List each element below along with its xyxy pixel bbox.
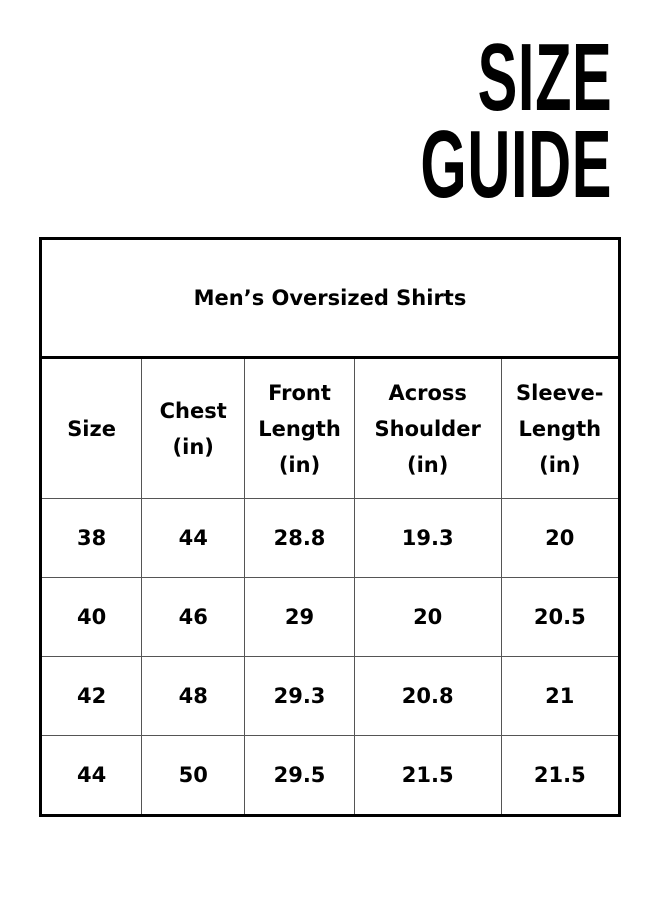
table-row: 44 50 29.5 21.5 21.5 [39,735,621,816]
title-guide: GUIDE [420,111,612,218]
table-cell: 20.8 [353,656,502,736]
table-cell: 20 [500,498,621,578]
table-cell: 42 [39,656,143,736]
table-cell: 50 [141,735,246,816]
table-cell: 29 [244,577,355,657]
table-cell: 28.8 [244,498,355,578]
table-cell: 48 [141,656,246,736]
table-caption: Men’s Oversized Shirts [40,238,620,359]
column-header-line: Length [258,416,341,441]
column-header-line: Shoulder [374,416,481,441]
column-header: Chest (in) [141,357,246,499]
column-header-line: Length [518,416,602,441]
column-header-line: Across [388,380,467,405]
table-cell: 21.5 [500,735,621,816]
column-header: Size [39,357,143,499]
column-header-line: Size [67,416,116,441]
title-size: SIZE [477,24,612,131]
column-header: Across Shoulder (in) [353,357,502,499]
table-cell: 29.5 [244,735,355,816]
table-cell: 20.5 [500,577,621,657]
table-cell: 40 [39,577,143,657]
column-header-line: Chest [159,398,227,423]
column-header: Front Length (in) [244,357,355,499]
column-header-line: (in) [172,434,214,459]
table-cell: 46 [141,577,246,657]
table-cell: 21 [500,656,621,736]
column-header: Sleeve- Length (in) [500,357,621,499]
table-row: 40 46 29 20 20.5 [39,577,621,657]
column-header-line: (in) [539,452,581,477]
table-cell: 20 [353,577,502,657]
table-cell: 38 [39,498,143,578]
column-header-line: (in) [278,452,321,477]
table-cell: 21.5 [353,735,502,816]
table-cell: 44 [39,735,143,816]
size-table: Men’s Oversized Shirts Size Chest (in) Fron… [39,237,621,817]
column-header-line: Front [268,380,331,405]
table-cell: 19.3 [353,498,502,578]
table-cell: 29.3 [244,656,355,736]
table-row: 38 44 28.8 19.3 20 [39,498,621,578]
column-header-line: (in) [407,452,449,477]
header-row: Size Chest (in) Front Length (in) Across Should… [39,357,621,499]
table-row: 42 48 29.3 20.8 21 [39,656,621,736]
table-cell: 44 [141,498,246,578]
column-header-line: Sleeve- [516,380,604,405]
